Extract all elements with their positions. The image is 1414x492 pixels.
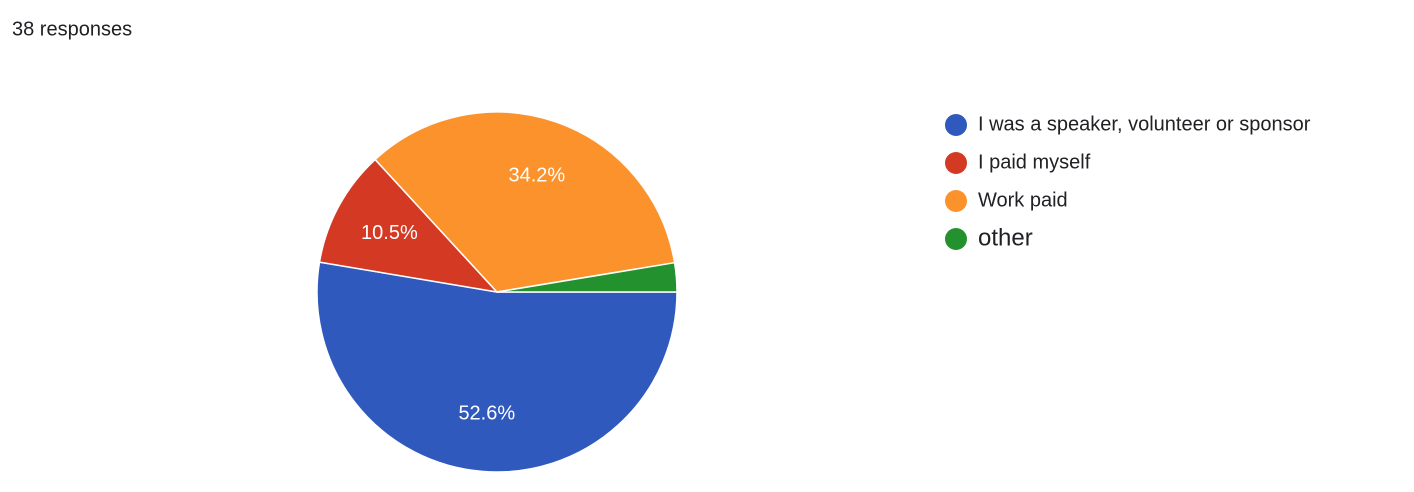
slice-label: 52.6% [458, 402, 515, 424]
chart-subtitle: 38 responses [12, 18, 132, 40]
legend-marker [945, 228, 967, 250]
slice-label: 34.2% [509, 165, 566, 187]
pie-slice [316, 261, 678, 473]
legend-marker [945, 152, 967, 174]
legend-label: I paid myself [978, 151, 1091, 173]
legend-marker [945, 114, 967, 136]
legend-label: other [978, 224, 1033, 251]
pie-slice [496, 261, 678, 293]
legend-label: Work paid [978, 189, 1068, 211]
pie-slice [374, 111, 676, 293]
legend-marker [945, 190, 967, 212]
slice-label: 10.5% [361, 222, 418, 244]
pie-slice [318, 158, 500, 294]
legend-label: I was a speaker, volunteer or sponsor [978, 113, 1311, 135]
